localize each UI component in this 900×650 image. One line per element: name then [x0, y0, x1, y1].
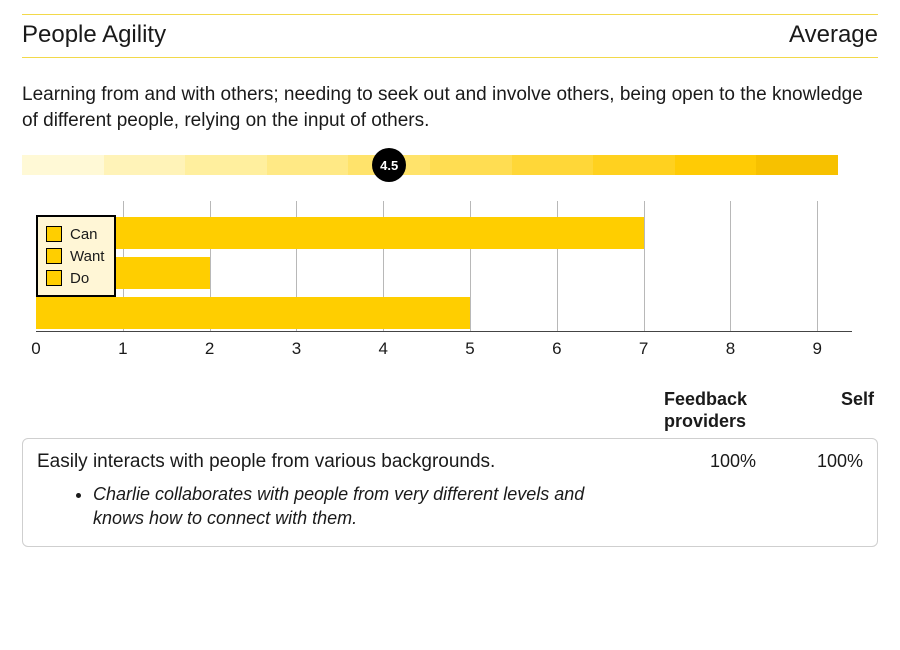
col-header-self: Self — [824, 389, 874, 432]
scale-segment — [185, 155, 267, 175]
legend-item: Want — [46, 245, 104, 267]
feedback-bullets: Charlie collaborates with people from ve… — [93, 483, 633, 530]
scale-segment — [593, 155, 675, 175]
xtick-label: 4 — [378, 339, 387, 359]
bar-chart: Can Want Do 0 1 2 3 4 5 6 7 8 9 — [22, 201, 852, 371]
scale-segment — [22, 155, 104, 175]
xtick-label: 7 — [639, 339, 648, 359]
legend-label: Do — [70, 270, 89, 287]
feedback-card: Easily interacts with people from variou… — [22, 438, 878, 547]
legend-label: Can — [70, 226, 98, 243]
feedback-providers-pct: 100% — [673, 451, 793, 472]
scale-segment — [756, 155, 838, 175]
xtick-label: 3 — [292, 339, 301, 359]
scale-segment — [430, 155, 512, 175]
scale-segment — [675, 155, 757, 175]
legend-item: Can — [46, 223, 104, 245]
feedback-bullet: Charlie collaborates with people from ve… — [93, 483, 633, 530]
legend-item: Do — [46, 267, 104, 289]
legend-swatch — [46, 226, 62, 242]
scale-value-badge: 4.5 — [372, 148, 406, 182]
grid-line — [730, 201, 731, 331]
score-scale: 4.5 — [22, 155, 838, 175]
bar-chart-plot — [36, 201, 852, 331]
scale-segment — [267, 155, 349, 175]
bar-chart-xaxis: 0123456789 — [36, 331, 852, 371]
scale-segment — [104, 155, 186, 175]
xaxis-line — [36, 331, 852, 332]
xtick-label: 8 — [726, 339, 735, 359]
feedback-header-row: Feedback providers Self — [22, 389, 878, 432]
bar-can — [36, 217, 644, 249]
grid-line — [644, 201, 645, 331]
grid-line — [817, 201, 818, 331]
scale-segment — [512, 155, 594, 175]
section-header: People Agility Average — [22, 15, 878, 57]
section-description: Learning from and with others; needing t… — [22, 82, 878, 133]
report-page: People Agility Average Learning from and… — [0, 0, 900, 565]
col-header-providers: Feedback providers — [664, 389, 784, 432]
xtick-label: 9 — [813, 339, 822, 359]
xtick-label: 1 — [118, 339, 127, 359]
feedback-statement: Easily interacts with people from variou… — [37, 451, 673, 473]
xtick-label: 2 — [205, 339, 214, 359]
feedback-self-pct: 100% — [793, 451, 863, 472]
bar-chart-legend: Can Want Do — [36, 215, 116, 297]
legend-swatch — [46, 270, 62, 286]
legend-swatch — [46, 248, 62, 264]
bar-do — [36, 297, 470, 329]
xtick-label: 5 — [465, 339, 474, 359]
feedback-row: Easily interacts with people from variou… — [37, 451, 863, 473]
xtick-label: 6 — [552, 339, 561, 359]
section-rating: Average — [789, 21, 878, 49]
xtick-label: 0 — [31, 339, 40, 359]
section-title: People Agility — [22, 21, 166, 49]
header-rule-bottom — [22, 57, 878, 58]
legend-label: Want — [70, 248, 104, 265]
